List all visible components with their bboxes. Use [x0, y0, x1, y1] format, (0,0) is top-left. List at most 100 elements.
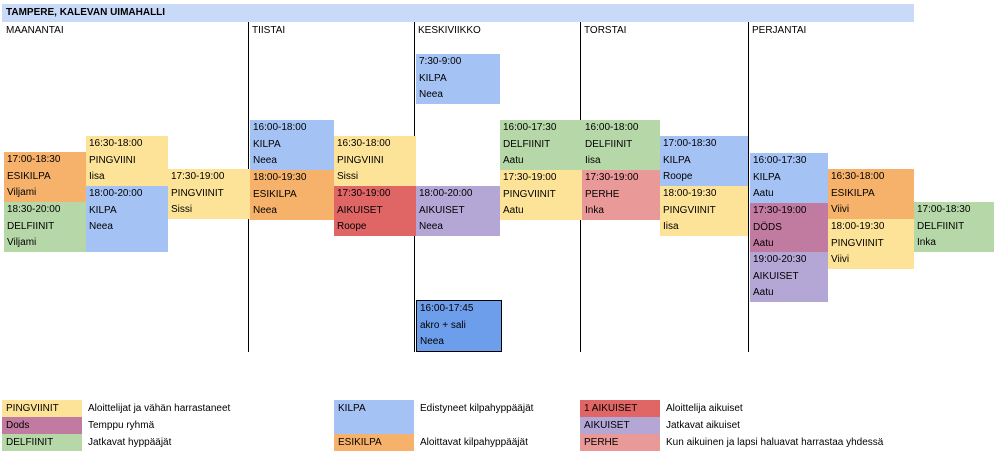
session-group: PINGVIINIT: [503, 188, 556, 200]
legend-swatch-dods: Dods: [2, 417, 82, 434]
session-block: 16:30-18:00 ESIKILPA Viivi: [828, 169, 914, 219]
session-group: PINGVIINI: [89, 154, 136, 166]
session-time: 17:30-19:00: [753, 205, 807, 216]
session-coach: Inka: [585, 205, 604, 216]
day-header-tuesday: TIISTAI: [252, 25, 286, 36]
session-block: 18:00-20:00 AIKUISET Neea: [416, 186, 500, 236]
session-coach: Roope: [337, 221, 367, 232]
session-coach: Neea: [253, 205, 277, 216]
session-time: 16:00-17:30: [753, 155, 807, 166]
session-time: 17:00-18:30: [917, 204, 971, 215]
session-time: 18:00-20:00: [89, 188, 143, 199]
legend-desc-perhe: Kun aikuinen ja lapsi haluavat harrastaa…: [666, 437, 884, 448]
session-group: DELFIINIT: [7, 220, 55, 232]
session-block: 17:30-19:00 PINGVIINIT Aatu: [500, 170, 582, 220]
session-group: AIKUISET: [337, 204, 383, 216]
session-time: 7:30-9:00: [419, 56, 462, 67]
session-group: KILPA: [89, 204, 117, 216]
session-coach: Viljami: [7, 187, 37, 198]
session-group: ESIKILPA: [831, 187, 875, 199]
session-coach: Iisa: [89, 171, 105, 182]
session-time: 17:30-19:00: [503, 172, 557, 183]
session-coach: Viivi: [831, 204, 850, 215]
session-time: 16:00-18:00: [253, 122, 307, 133]
session-time: 16:30-18:00: [89, 138, 143, 149]
session-group: akro + sali: [420, 319, 466, 331]
session-coach: Viljami: [7, 237, 37, 248]
session-group: ESIKILPA: [253, 188, 297, 200]
session-time: 16:00-18:00: [585, 122, 639, 133]
session-block: 16:00-17:30 KILPA Aatu: [750, 153, 828, 203]
session-block: 16:00-18:00 DELFIINIT Iisa: [582, 120, 660, 170]
session-group: ESIKILPA: [7, 170, 51, 182]
legend-swatch-aikuiset: AIKUISET: [580, 417, 660, 434]
session-time: 18:00-20:00: [419, 188, 473, 199]
day-header-thursday: TORSTAI: [584, 25, 627, 36]
session-coach: Roope: [663, 171, 693, 182]
session-block: 16:30-18:00 PINGVIINI Iisa: [86, 136, 168, 186]
session-time: 18:30-20:00: [7, 204, 61, 215]
session-group: PINGVIINIT: [171, 187, 224, 199]
day-header-friday: PERJANTAI: [752, 25, 807, 36]
session-group: DELFIINIT: [917, 220, 965, 232]
session-coach: Inka: [917, 237, 936, 248]
session-time: 18:00-19:30: [253, 172, 307, 183]
session-coach: Neea: [253, 155, 277, 166]
legend-swatch-esikilpa: ESIKILPA: [334, 434, 414, 451]
session-coach: Iisa: [663, 221, 679, 232]
session-coach: Iisa: [585, 155, 601, 166]
session-group: PINGVIINIT: [831, 237, 884, 249]
session-time: 17:30-19:00: [585, 172, 639, 183]
legend-desc-aikuiset: Jatkavat aikuiset: [666, 420, 740, 431]
session-group: PINGVIINI: [337, 154, 384, 166]
legend-desc-kilpa: Edistyneet kilpahyppääjät: [420, 403, 534, 414]
session-time: 16:30-18:00: [337, 138, 391, 149]
session-block: 17:30-19:00 DÖDS Aatu: [750, 203, 828, 253]
session-time: 16:00-17:30: [503, 122, 557, 133]
session-group: AIKUISET: [753, 270, 799, 282]
session-time: 19:00-20:30: [753, 254, 807, 265]
session-coach: Sissi: [337, 171, 359, 182]
session-coach: Neea: [419, 89, 443, 100]
legend-desc-delfiinit: Jatkavat hyppääjät: [88, 437, 172, 448]
legend-desc-aikuiset1: Aloittelija aikuiset: [666, 403, 743, 414]
session-group: PINGVIINIT: [663, 204, 716, 216]
session-group: KILPA: [753, 171, 781, 183]
session-block: 18:00-19:30 ESIKILPA Neea: [250, 170, 334, 220]
session-group: DELFIINIT: [585, 138, 633, 150]
day-divider: [748, 22, 749, 352]
legend-desc-esikilpa: Aloittavat kilpahyppääjät: [420, 437, 528, 448]
session-block: 17:30-19:00 PERHE Inka: [582, 170, 660, 220]
session-block: 16:00-17:30 DELFIINIT Aatu: [500, 120, 582, 170]
session-coach: Aatu: [503, 155, 524, 166]
session-group: AIKUISET: [419, 204, 465, 216]
session-time: 17:00-18:30: [663, 138, 717, 149]
session-time: 16:00-17:45: [420, 303, 474, 314]
session-coach: Sissi: [171, 204, 193, 215]
session-coach: Aatu: [503, 205, 524, 216]
session-group: KILPA: [253, 138, 281, 150]
session-coach: Neea: [89, 221, 113, 232]
session-block: 16:30-18:00 PINGVIINI Sissi: [334, 136, 416, 186]
legend-swatch-perhe: PERHE: [580, 434, 660, 451]
session-block: 17:00-18:30 KILPA Roope: [660, 136, 748, 186]
session-time: 17:00-18:30: [7, 154, 61, 165]
session-group: DÖDS: [753, 221, 782, 233]
legend-desc-dods: Temppu ryhmä: [88, 420, 155, 431]
session-block: 17:30-19:00 AIKUISET Roope: [334, 186, 416, 236]
session-block: 18:00-19:30 PINGVIINIT Viivi: [828, 219, 914, 269]
session-block: 19:00-20:30 AIKUISET Aatu: [750, 252, 828, 302]
session-group: KILPA: [419, 72, 447, 84]
session-group: KILPA: [663, 154, 691, 166]
session-time: 17:30-19:00: [337, 188, 391, 199]
session-time: 16:30-18:00: [831, 171, 885, 182]
day-header-wednesday: KESKIVIIKKO: [418, 25, 481, 36]
session-coach: Viivi: [831, 254, 850, 265]
session-block: 18:30-20:00 DELFIINIT Viljami: [4, 202, 86, 252]
session-coach: Neea: [420, 336, 444, 347]
session-group: DELFIINIT: [503, 138, 551, 150]
session-block: 18:00-20:00 KILPA Neea: [86, 186, 168, 252]
session-coach: Aatu: [753, 238, 774, 249]
legend-swatch-delfiinit: DELFIINIT: [2, 434, 82, 451]
page-title: TAMPERE, KALEVAN UIMAHALLI: [2, 4, 914, 22]
